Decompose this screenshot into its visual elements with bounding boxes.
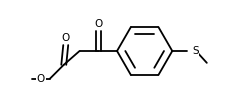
Text: O: O <box>37 74 45 84</box>
Text: O: O <box>94 19 103 29</box>
Text: O: O <box>62 33 70 43</box>
Text: S: S <box>192 46 199 56</box>
